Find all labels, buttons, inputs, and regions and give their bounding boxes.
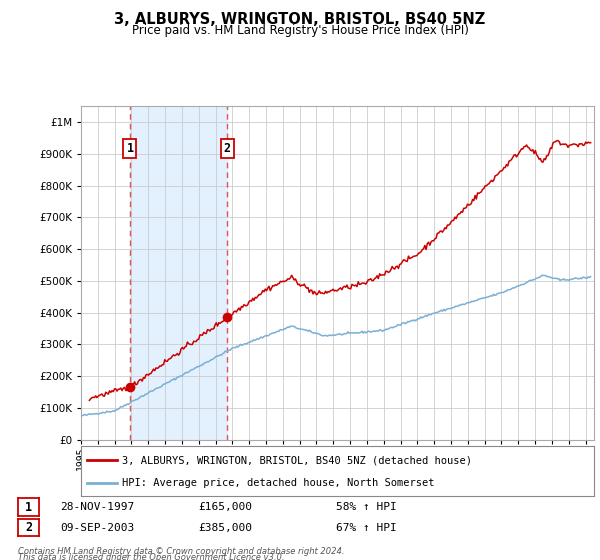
Text: 1: 1 bbox=[127, 142, 134, 155]
Text: 3, ALBURYS, WRINGTON, BRISTOL, BS40 5NZ: 3, ALBURYS, WRINGTON, BRISTOL, BS40 5NZ bbox=[115, 12, 485, 27]
Bar bbox=[130, 106, 227, 440]
Text: 58% ↑ HPI: 58% ↑ HPI bbox=[336, 502, 397, 512]
Text: This data is licensed under the Open Government Licence v3.0.: This data is licensed under the Open Gov… bbox=[18, 553, 284, 560]
Text: Price paid vs. HM Land Registry's House Price Index (HPI): Price paid vs. HM Land Registry's House … bbox=[131, 24, 469, 36]
Text: £165,000: £165,000 bbox=[198, 502, 252, 512]
Text: Contains HM Land Registry data © Crown copyright and database right 2024.: Contains HM Land Registry data © Crown c… bbox=[18, 547, 344, 556]
Text: 3, ALBURYS, WRINGTON, BRISTOL, BS40 5NZ (detached house): 3, ALBURYS, WRINGTON, BRISTOL, BS40 5NZ … bbox=[122, 455, 472, 465]
Text: HPI: Average price, detached house, North Somerset: HPI: Average price, detached house, Nort… bbox=[122, 478, 434, 488]
Text: 28-NOV-1997: 28-NOV-1997 bbox=[60, 502, 134, 512]
Text: 09-SEP-2003: 09-SEP-2003 bbox=[60, 522, 134, 533]
Text: 1: 1 bbox=[25, 501, 32, 514]
Text: 67% ↑ HPI: 67% ↑ HPI bbox=[336, 522, 397, 533]
Text: £385,000: £385,000 bbox=[198, 522, 252, 533]
Text: 2: 2 bbox=[25, 521, 32, 534]
Text: 2: 2 bbox=[224, 142, 231, 155]
